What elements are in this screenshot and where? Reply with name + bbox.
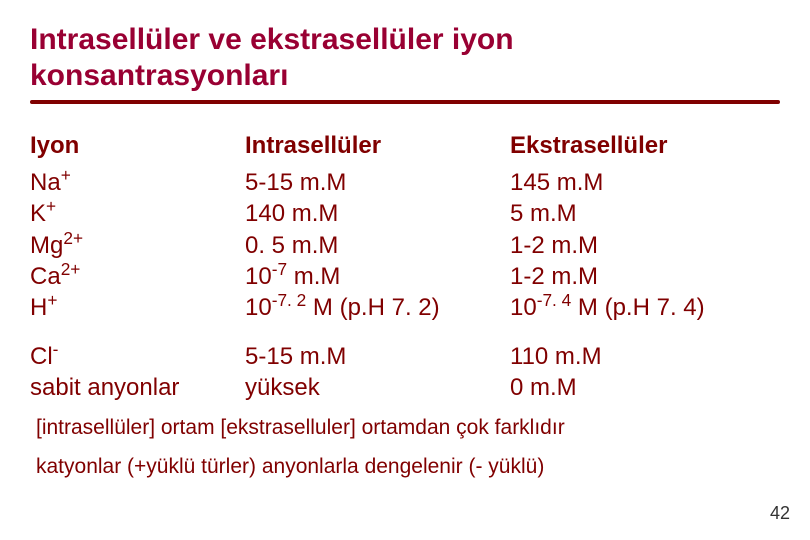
extra-ca: 1-2 m.M bbox=[510, 261, 810, 292]
ion-mg: Mg2+ bbox=[30, 230, 245, 261]
ion-na: Na+ bbox=[30, 167, 245, 198]
extra-values-block2: 110 m.M 0 m.M bbox=[510, 341, 810, 403]
ion-ca: Ca2+ bbox=[30, 261, 245, 292]
intra-h: 10-7. 2 M (p.H 7. 2) bbox=[245, 292, 510, 323]
title-line-1: Intrasellüler ve ekstrasellüler iyon bbox=[30, 23, 514, 56]
slide-title: Intrasellüler ve ekstrasellüler iyon kon… bbox=[30, 22, 780, 94]
col-header-extra: Ekstrasellüler bbox=[510, 130, 810, 167]
intra-cl: 5-15 m.M bbox=[245, 341, 510, 372]
extra-h: 10-7. 4 M (p.H 7. 4) bbox=[510, 292, 810, 323]
ion-names-block2: Cl- sabit anyonlar bbox=[30, 341, 245, 403]
ion-k: K+ bbox=[30, 198, 245, 229]
ion-h: H+ bbox=[30, 292, 245, 323]
col-header-intra: Intrasellüler bbox=[245, 130, 510, 167]
footnote-2: katyonlar (+yüklü türler) anyonlarla den… bbox=[36, 447, 780, 487]
intra-mg: 0. 5 m.M bbox=[245, 230, 510, 261]
intra-values-block2: 5-15 m.M yüksek bbox=[245, 341, 510, 403]
extra-k: 5 m.M bbox=[510, 198, 810, 229]
intra-k: 140 m.M bbox=[245, 198, 510, 229]
page-number: 42 bbox=[770, 503, 790, 524]
ion-sabit: sabit anyonlar bbox=[30, 372, 245, 403]
intra-ca: 10-7 m.M bbox=[245, 261, 510, 292]
extra-na: 145 m.M bbox=[510, 167, 810, 198]
footnotes: [intrasellüler] ortam [ekstraselluler] o… bbox=[30, 408, 780, 488]
ion-names-block1: Na+ K+ Mg2+ Ca2+ H+ bbox=[30, 167, 245, 341]
footnote-1: [intrasellüler] ortam [ekstraselluler] o… bbox=[36, 408, 780, 448]
title-underline bbox=[30, 100, 780, 104]
intra-sabit: yüksek bbox=[245, 372, 510, 403]
intra-values-block1: 5-15 m.M 140 m.M 0. 5 m.M 10-7 m.M 10-7.… bbox=[245, 167, 510, 341]
ion-cl: Cl- bbox=[30, 341, 245, 372]
intra-na: 5-15 m.M bbox=[245, 167, 510, 198]
ion-table: Iyon Intrasellüler Ekstrasellüler Na+ K+… bbox=[30, 130, 780, 404]
extra-cl: 110 m.M bbox=[510, 341, 810, 372]
slide: Intrasellüler ve ekstrasellüler iyon kon… bbox=[0, 0, 810, 540]
col-header-ion: Iyon bbox=[30, 130, 245, 167]
extra-sabit: 0 m.M bbox=[510, 372, 810, 403]
extra-values-block1: 145 m.M 5 m.M 1-2 m.M 1-2 m.M 10-7. 4 M … bbox=[510, 167, 810, 341]
title-line-2: konsantrasyonları bbox=[30, 59, 288, 92]
extra-mg: 1-2 m.M bbox=[510, 230, 810, 261]
